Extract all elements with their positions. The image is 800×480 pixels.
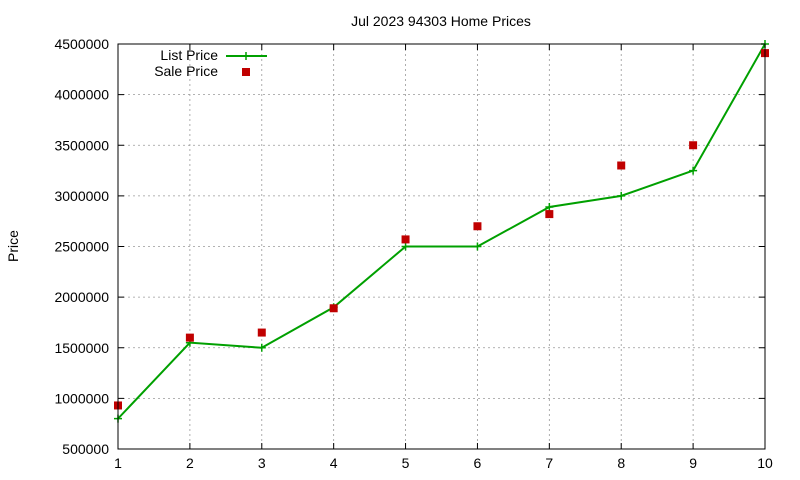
y-tick-label: 4500000 [54,36,109,52]
y-tick-label: 3000000 [54,188,109,204]
x-tick-label: 10 [757,455,773,471]
x-tick-label: 3 [258,455,266,471]
sale-price-point [329,304,338,313]
sale-price-point [617,161,626,170]
legend-marker-sale-price [242,68,250,76]
x-tick-label: 4 [330,455,338,471]
x-tick-label: 1 [114,455,122,471]
y-tick-label: 500000 [62,441,109,457]
legend: List Price Sale Price [154,47,267,79]
list-price-point [617,191,626,200]
sale-price-point [185,333,194,342]
legend-label-list-price: List Price [160,47,218,63]
list-price-point [257,343,266,352]
plot-series [114,40,769,423]
legend-label-sale-price: Sale Price [154,63,218,79]
x-tick-label: 2 [186,455,194,471]
y-tick-label: 2000000 [54,289,109,305]
y-tick-label: 2500000 [54,239,109,255]
chart-title: Jul 2023 94303 Home Prices [351,13,531,29]
list-price-point [545,203,554,212]
x-tick-label: 7 [545,455,553,471]
x-tick-label: 5 [402,455,410,471]
y-tick-label: 1000000 [54,390,109,406]
sale-price-point [689,141,698,150]
legend-marker-list-price [242,52,250,60]
x-tick-label: 6 [474,455,482,471]
y-axis-label: Price [5,230,21,262]
sale-price-point [545,210,554,219]
x-tick-label: 9 [689,455,697,471]
plot-border [117,43,766,450]
list-price-line [117,43,766,420]
sale-price-point [473,222,482,231]
list-price-point [689,166,698,175]
list-price-point [401,242,410,251]
sale-price-point [401,235,410,244]
y-tick-label: 3500000 [54,137,109,153]
y-tick-label: 1500000 [54,340,109,356]
y-tick-label: 4000000 [54,87,109,103]
sale-price-point [257,328,266,337]
list-price-point [473,242,482,251]
x-tick-label: 8 [617,455,625,471]
axis-ticks: 1 2 3 4 5 6 7 8 9 10 500000 1000000 1500000 2000000 25… [54,36,773,471]
